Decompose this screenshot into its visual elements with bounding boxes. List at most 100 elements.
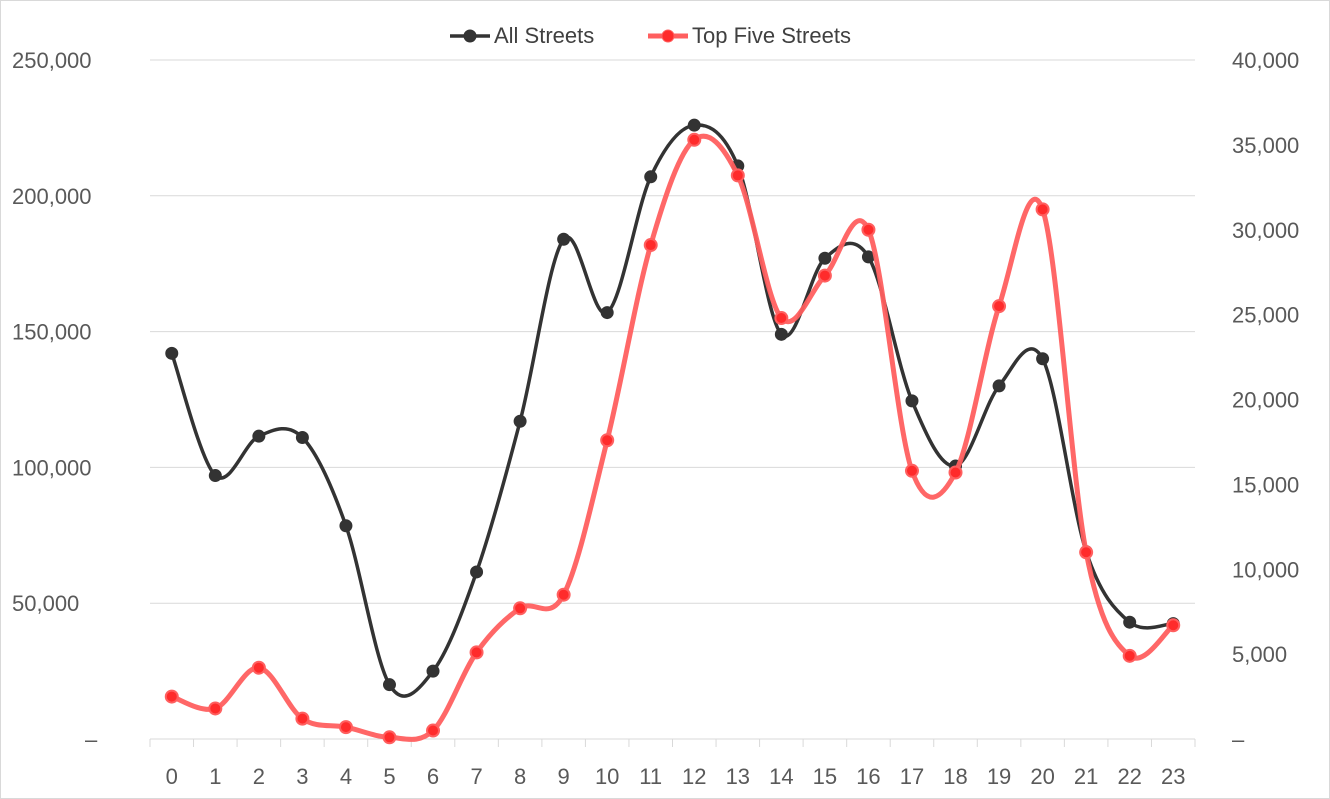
x-axis-tick-label: 23 (1161, 764, 1185, 789)
data-point (295, 431, 309, 445)
data-point (861, 222, 876, 237)
x-axis-tick-label: 22 (1117, 764, 1141, 789)
data-point (1036, 352, 1050, 366)
x-axis-tick-label: 20 (1030, 764, 1054, 789)
left-axis-tick-label: 50,000 (12, 591, 79, 616)
gridlines (150, 59, 1195, 604)
data-point (992, 299, 1007, 314)
data-point (251, 660, 266, 675)
x-axis-tick-label: 7 (470, 764, 482, 789)
left-axis-tick-label: 200,000 (12, 184, 92, 209)
data-point (1035, 202, 1050, 217)
data-point (774, 327, 788, 341)
x-axis-tick-label: 3 (296, 764, 308, 789)
data-point (817, 268, 832, 283)
data-point (165, 346, 179, 360)
x-axis-tick-label: 14 (769, 764, 793, 789)
data-point (948, 465, 963, 480)
right-y-axis: – 5,000 10,000 15,000 20,000 25,000 30,000 35,0… (1232, 48, 1299, 752)
legend-label: All Streets (494, 23, 594, 48)
data-point (1123, 615, 1137, 629)
legend-swatch-marker (463, 29, 477, 43)
x-axis-tick-label: 18 (943, 764, 967, 789)
data-point (600, 306, 614, 320)
x-axis-tick-label: 9 (558, 764, 570, 789)
data-point (252, 429, 266, 443)
data-point (557, 232, 571, 246)
data-point (992, 379, 1006, 393)
right-axis-tick-label: 25,000 (1232, 303, 1299, 328)
data-point (470, 565, 484, 579)
data-point (643, 238, 658, 253)
legend-label: Top Five Streets (692, 23, 851, 48)
left-axis-tick-label: 100,000 (12, 455, 92, 480)
data-point (600, 433, 615, 448)
data-point (1166, 618, 1181, 633)
data-point (513, 414, 527, 428)
data-point (426, 723, 441, 738)
x-axis-tick-label: 6 (427, 764, 439, 789)
series-line (170, 123, 1174, 698)
data-point (382, 730, 397, 745)
x-axis-tick-label: 15 (813, 764, 837, 789)
data-point (818, 251, 832, 265)
x-axis-tick-label: 19 (987, 764, 1011, 789)
series-all-streets (165, 118, 1180, 698)
data-point (1122, 648, 1137, 663)
left-axis-tick-label: – (85, 727, 98, 752)
data-point (513, 601, 528, 616)
data-point (774, 311, 789, 326)
x-axis-tick-label: 0 (166, 764, 178, 789)
series-line (170, 133, 1175, 742)
data-point (905, 394, 919, 408)
data-point (687, 132, 702, 147)
data-point (339, 519, 353, 533)
right-axis-tick-label: – (1232, 727, 1245, 752)
data-point (1079, 545, 1094, 560)
x-axis-tick-label: 1 (209, 764, 221, 789)
legend: All Streets Top Five Streets (450, 23, 851, 48)
right-axis-tick-label: 20,000 (1232, 388, 1299, 413)
data-point (164, 689, 179, 704)
x-axis-tick-label: 21 (1074, 764, 1098, 789)
x-axis-tick-label: 12 (682, 764, 706, 789)
data-point (904, 463, 919, 478)
right-axis-tick-label: 5,000 (1232, 642, 1287, 667)
data-point (556, 587, 571, 602)
right-axis-tick-label: 30,000 (1232, 218, 1299, 243)
right-axis-tick-label: 40,000 (1232, 48, 1299, 73)
x-axis: 0 1 2 3 4 5 6 7 8 9 10 11 12 13 14 15 16 17 18 19 20 21 22 23 (149, 738, 1196, 789)
legend-item: All Streets (450, 23, 594, 48)
x-axis-tick-label: 5 (383, 764, 395, 789)
x-axis-tick-label: 13 (726, 764, 750, 789)
data-point (687, 118, 701, 132)
data-point (469, 645, 484, 660)
data-point (644, 170, 658, 184)
x-axis-tick-label: 2 (253, 764, 265, 789)
legend-item: Top Five Streets (648, 23, 851, 48)
data-point (338, 720, 353, 735)
series-group (164, 118, 1181, 745)
legend-swatch-marker (661, 29, 675, 43)
data-point (426, 664, 440, 678)
x-axis-tick-label: 17 (900, 764, 924, 789)
left-axis-tick-label: 150,000 (12, 320, 92, 345)
left-y-axis: – 50,000 100,000 150,000 200,000 250,000 (12, 48, 98, 752)
x-axis-tick-label: 10 (595, 764, 619, 789)
data-point (382, 678, 396, 692)
right-axis-tick-label: 35,000 (1232, 133, 1299, 158)
right-axis-tick-label: 10,000 (1232, 557, 1299, 582)
left-axis-tick-label: 250,000 (12, 48, 92, 73)
data-point (730, 168, 745, 183)
series-top-five-streets (164, 132, 1181, 745)
data-point (208, 701, 223, 716)
x-axis-tick-label: 16 (856, 764, 880, 789)
data-point (295, 711, 310, 726)
data-point (208, 469, 222, 483)
x-axis-tick-label: 4 (340, 764, 352, 789)
x-axis-tick-label: 8 (514, 764, 526, 789)
right-axis-tick-label: 15,000 (1232, 472, 1299, 497)
x-axis-tick-label: 11 (639, 764, 662, 789)
